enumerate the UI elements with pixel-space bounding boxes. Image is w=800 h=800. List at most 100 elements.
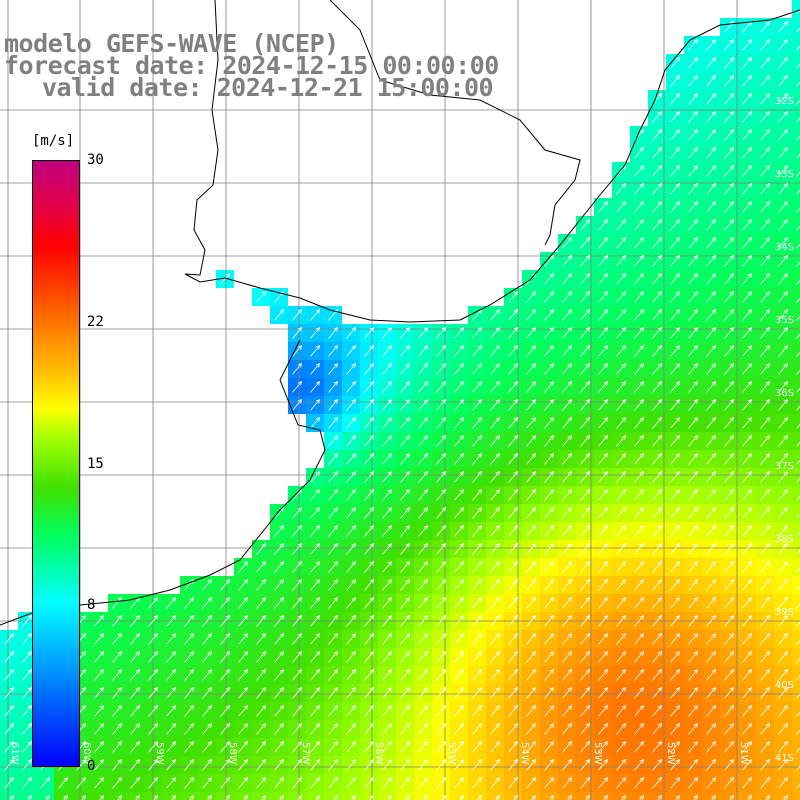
field-cell bbox=[612, 792, 630, 800]
wind-arrow bbox=[346, 344, 357, 357]
wind-arrow bbox=[508, 704, 519, 717]
wind-arrow bbox=[153, 794, 159, 800]
wind-arrow bbox=[472, 542, 483, 555]
field-cell bbox=[792, 252, 800, 270]
wind-arrow bbox=[472, 452, 483, 465]
wind-arrow bbox=[364, 776, 375, 789]
field-cell bbox=[792, 666, 800, 684]
wind-arrow bbox=[526, 614, 537, 627]
wind-arrow bbox=[508, 758, 519, 771]
wind-arrow bbox=[778, 614, 789, 627]
wind-arrow bbox=[796, 405, 800, 411]
wind-arrow bbox=[580, 290, 591, 303]
wind-arrow bbox=[508, 488, 519, 501]
wind-arrow bbox=[778, 380, 789, 393]
wind-arrow bbox=[508, 686, 519, 699]
wind-arrow bbox=[472, 758, 483, 771]
wind-arrow bbox=[796, 549, 800, 555]
wind-arrow bbox=[616, 290, 627, 303]
field-cell bbox=[72, 792, 90, 800]
wind-arrow bbox=[490, 632, 501, 645]
wind-arrow bbox=[22, 758, 33, 771]
wind-arrow bbox=[364, 452, 375, 465]
wind-arrow bbox=[202, 722, 213, 735]
colorbar-unit: [m/s] bbox=[32, 133, 75, 149]
wind-arrow bbox=[508, 560, 519, 573]
wind-arrow bbox=[580, 704, 591, 717]
field-cell bbox=[630, 792, 648, 800]
wind-arrow bbox=[112, 650, 123, 663]
wind-arrow bbox=[706, 326, 717, 339]
wind-arrow bbox=[220, 272, 231, 285]
wind-arrow bbox=[598, 686, 609, 699]
wind-arrow bbox=[652, 434, 663, 447]
wind-arrow bbox=[454, 470, 465, 483]
wind-arrow bbox=[202, 632, 213, 645]
wind-arrow bbox=[760, 560, 771, 573]
wind-arrow bbox=[400, 434, 411, 447]
wind-arrow bbox=[490, 362, 501, 375]
wind-arrow bbox=[670, 128, 681, 141]
wind-arrow bbox=[706, 722, 717, 735]
wind-arrow bbox=[351, 794, 357, 800]
wind-arrow bbox=[778, 740, 789, 753]
wind-arrow bbox=[112, 722, 123, 735]
wind-arrow bbox=[765, 794, 771, 800]
wind-arrow bbox=[652, 164, 663, 177]
wind-arrow bbox=[562, 560, 573, 573]
wind-arrow bbox=[706, 146, 717, 159]
wind-arrow bbox=[652, 344, 663, 357]
wind-arrow bbox=[688, 380, 699, 393]
wind-arrow bbox=[742, 272, 753, 285]
wind-arrow bbox=[526, 470, 537, 483]
wind-arrow bbox=[112, 704, 123, 717]
wind-arrow bbox=[292, 740, 303, 753]
wind-arrow bbox=[742, 56, 753, 69]
wind-arrow bbox=[364, 578, 375, 591]
wind-arrow bbox=[364, 524, 375, 537]
wind-arrow bbox=[418, 758, 429, 771]
wind-arrow bbox=[310, 308, 321, 321]
wind-arrow bbox=[724, 686, 735, 699]
wind-arrow bbox=[562, 308, 573, 321]
wind-arrow bbox=[724, 182, 735, 195]
wind-arrow bbox=[184, 686, 195, 699]
wind-arrow bbox=[796, 531, 800, 537]
wind-arrow bbox=[256, 740, 267, 753]
wind-arrow bbox=[112, 668, 123, 681]
wind-arrow bbox=[724, 110, 735, 123]
wind-arrow bbox=[760, 776, 771, 789]
wind-arrow bbox=[94, 632, 105, 645]
field-cell bbox=[324, 792, 342, 800]
wind-arrow bbox=[796, 495, 800, 501]
wind-arrow bbox=[490, 560, 501, 573]
wind-arrow bbox=[382, 776, 393, 789]
wind-arrow bbox=[796, 225, 800, 231]
wind-arrow bbox=[364, 758, 375, 771]
wind-arrow bbox=[472, 524, 483, 537]
wind-arrow bbox=[4, 758, 15, 771]
wind-arrow bbox=[364, 398, 375, 411]
wind-arrow bbox=[760, 74, 771, 87]
wind-arrow bbox=[490, 380, 501, 393]
wind-arrow bbox=[76, 776, 87, 789]
wind-arrow bbox=[418, 704, 429, 717]
wind-arrow bbox=[634, 542, 645, 555]
field-cell bbox=[342, 792, 360, 800]
wind-arrow bbox=[328, 758, 339, 771]
wind-arrow bbox=[220, 650, 231, 663]
wind-arrow bbox=[652, 722, 663, 735]
wind-arrow bbox=[562, 506, 573, 519]
wind-arrow bbox=[526, 452, 537, 465]
wind-arrow bbox=[490, 704, 501, 717]
wind-arrow bbox=[760, 758, 771, 771]
wind-arrow bbox=[436, 434, 447, 447]
wind-arrow bbox=[508, 434, 519, 447]
wind-arrow bbox=[490, 578, 501, 591]
wind-arrow bbox=[310, 560, 321, 573]
wind-arrow bbox=[4, 650, 15, 663]
wind-arrow bbox=[310, 326, 321, 339]
wind-arrow bbox=[526, 596, 537, 609]
field-cell bbox=[792, 306, 800, 324]
wind-arrow bbox=[238, 704, 249, 717]
